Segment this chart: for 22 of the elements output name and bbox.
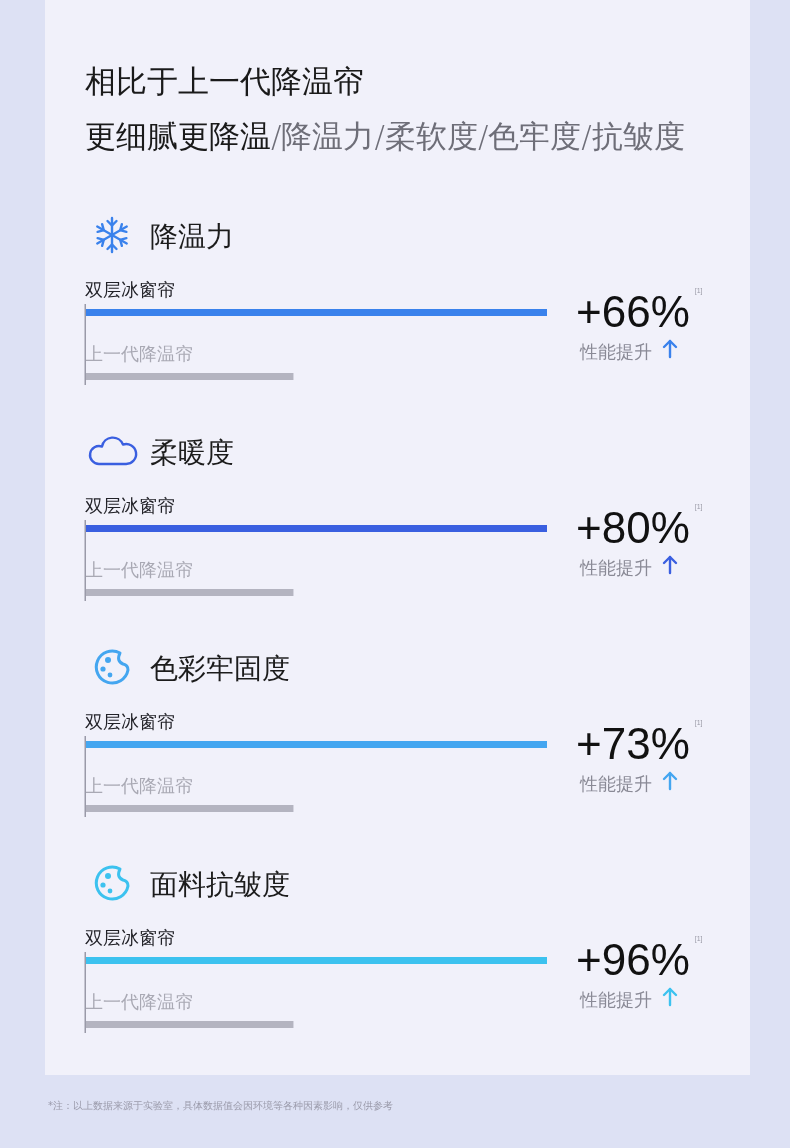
y-tick-label: 上一代降温帘 — [85, 775, 193, 796]
chart-title: 面料抗皱度 — [150, 868, 290, 901]
y-tick-label: 上一代降温帘 — [85, 991, 193, 1012]
text: +73%$^{[1]}$ — [576, 719, 703, 768]
text: +80%$^{[1]}$ — [576, 503, 703, 552]
text: +96%$^{[1]}$ — [576, 935, 703, 984]
y-tick-label: 双层冰窗帘 — [85, 711, 175, 732]
text: +66%$^{[1]}$ — [576, 287, 703, 336]
y-tick-label: 上一代降温帘 — [85, 343, 193, 364]
chart-title: 柔暖度 — [150, 436, 234, 469]
y-tick-label: 上一代降温帘 — [85, 559, 193, 580]
text: 性能提升 — [579, 557, 652, 578]
y-tick-label: 双层冰窗帘 — [85, 927, 175, 948]
text: 相比于上一代降温帘 — [85, 63, 364, 99]
text: 性能提升 — [579, 989, 652, 1010]
y-tick-label: 双层冰窗帘 — [85, 495, 175, 516]
text: 性能提升 — [579, 773, 652, 794]
text: 更细腻更降温/降温力/柔软度/色牢度/抗皱度 — [85, 118, 685, 154]
chart-title: 色彩牢固度 — [150, 652, 290, 685]
text: 性能提升 — [579, 341, 652, 362]
y-tick-label: 双层冰窗帘 — [85, 279, 175, 300]
chart-title: 降温力 — [150, 220, 234, 253]
